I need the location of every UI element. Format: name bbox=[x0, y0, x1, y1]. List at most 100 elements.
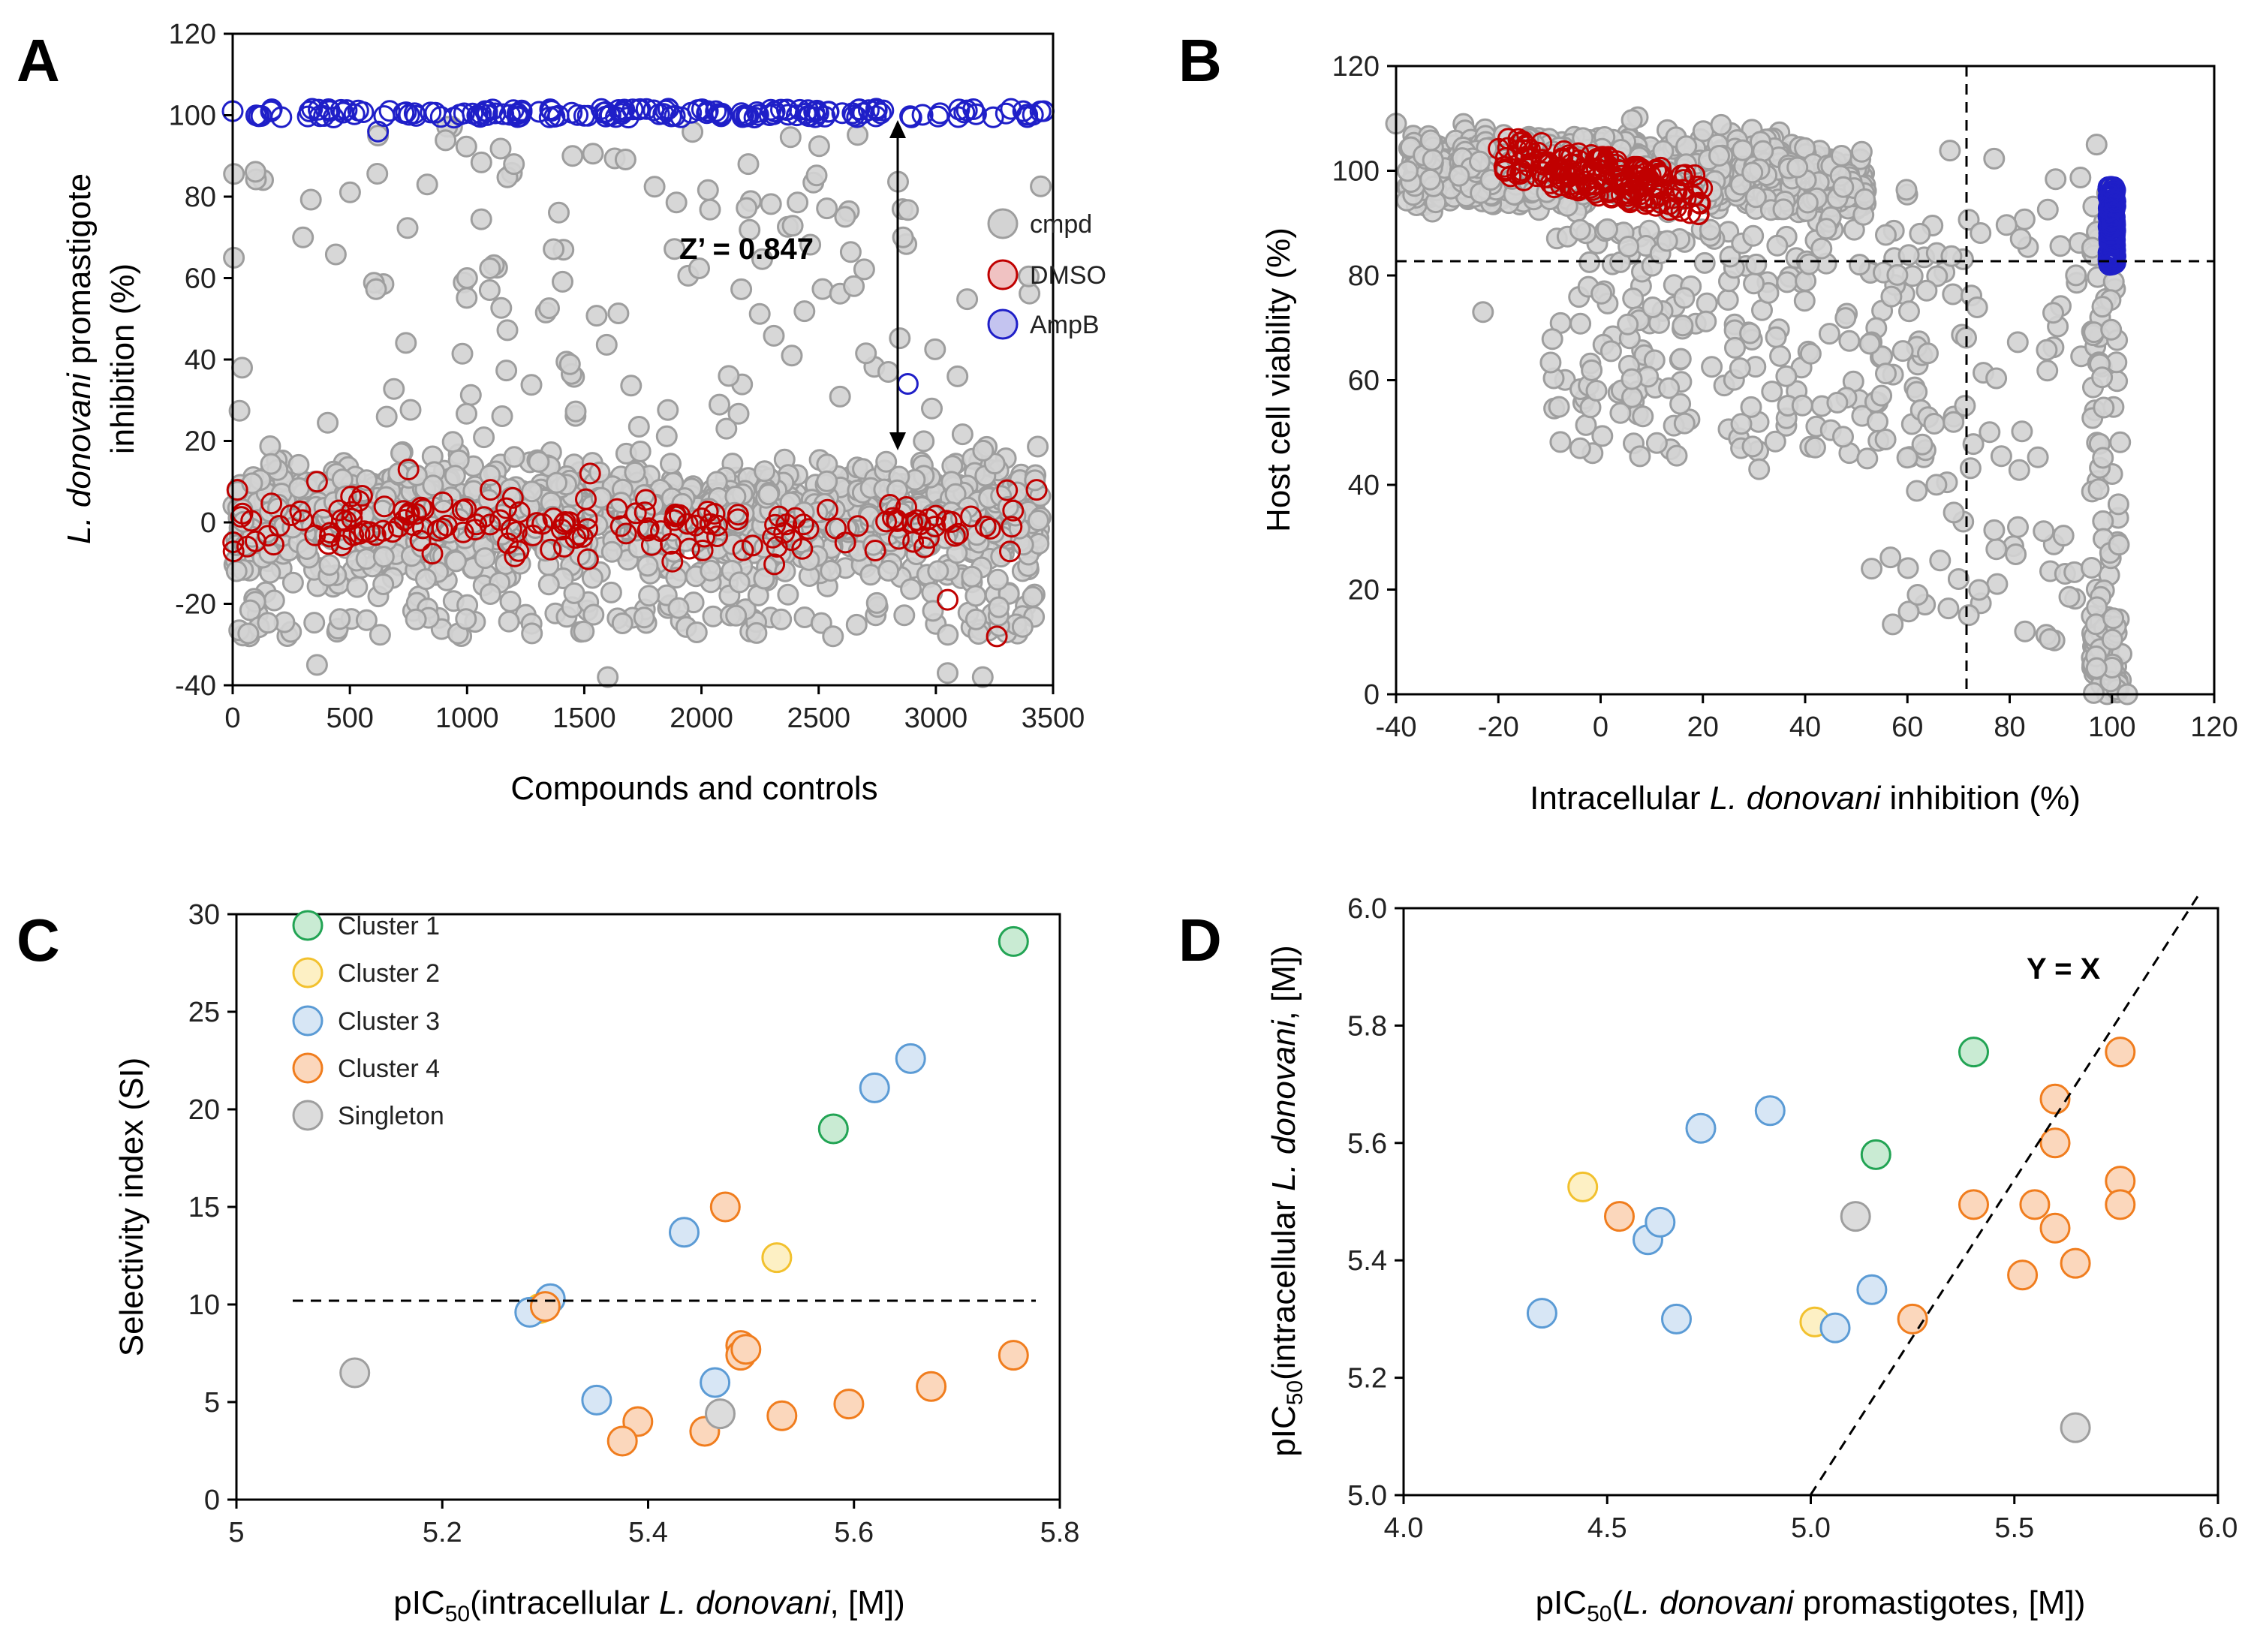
cmpd-point bbox=[1886, 263, 1909, 286]
cmpd-point bbox=[1832, 426, 1854, 448]
cmpd-point bbox=[1617, 313, 1639, 336]
legend-marker-dmso bbox=[987, 259, 1019, 290]
cmpd-point bbox=[843, 275, 865, 297]
ampb-point bbox=[848, 98, 871, 121]
dmso-point bbox=[1001, 516, 1023, 538]
cmpd-point bbox=[1849, 254, 1870, 276]
y-tick-label: 100 bbox=[169, 101, 216, 132]
dmso-point bbox=[676, 513, 699, 535]
dmso-point bbox=[732, 539, 754, 561]
cmpd-point bbox=[2036, 339, 2058, 361]
dmso-point bbox=[465, 513, 488, 536]
cmpd-point bbox=[1575, 414, 1597, 436]
panel-d-x-axis-label: pIC50(L. donovani promastigotes, [M]) bbox=[1536, 1584, 2086, 1626]
cmpd-point bbox=[239, 599, 261, 621]
cmpd-point bbox=[585, 305, 608, 327]
dmso-point bbox=[473, 506, 495, 528]
cmpd-point bbox=[1815, 218, 1837, 240]
cmpd-point bbox=[1983, 147, 2006, 170]
panel-b-x-axis-label: Intracellular L. donovani inhibition (%) bbox=[1530, 780, 2081, 817]
cmpd-point bbox=[470, 208, 492, 230]
cmpd-point bbox=[528, 450, 550, 473]
cmpd-point bbox=[396, 217, 419, 239]
dmso-point bbox=[624, 502, 647, 525]
cmpd-point bbox=[1875, 224, 1897, 246]
cmpd-point bbox=[2042, 302, 2064, 324]
cluster-4-point bbox=[2105, 1037, 2136, 1068]
ampb-point bbox=[2100, 223, 2123, 245]
dmso-point bbox=[1506, 163, 1528, 185]
cmpd-point bbox=[552, 270, 573, 293]
cmpd-point bbox=[1937, 597, 1960, 620]
cmpd-point bbox=[473, 426, 495, 449]
x-tick-label: 5.4 bbox=[628, 1517, 668, 1548]
cmpd-point bbox=[1419, 129, 1442, 152]
cluster-4-point bbox=[2007, 1259, 2039, 1291]
dmso-point bbox=[943, 525, 966, 547]
cluster-4-point bbox=[709, 1191, 741, 1223]
cmpd-point bbox=[1569, 437, 1591, 459]
cmpd-point bbox=[366, 163, 389, 185]
cmpd-point bbox=[700, 559, 722, 582]
cmpd-point bbox=[927, 560, 949, 582]
cmpd-point bbox=[1834, 307, 1857, 329]
ampb-point bbox=[2100, 240, 2123, 263]
y-tick-label: 5.4 bbox=[1347, 1245, 1387, 1277]
ampb-point bbox=[2103, 238, 2126, 260]
cmpd-point bbox=[1911, 433, 1933, 456]
cmpd-point bbox=[2092, 510, 2114, 532]
y-tick-label: 20 bbox=[185, 426, 216, 458]
y-tick-label: 15 bbox=[188, 1192, 220, 1223]
legend-label-cluster-4: Cluster 4 bbox=[338, 1055, 440, 1083]
cmpd-point bbox=[1591, 425, 1614, 447]
cmpd-point bbox=[1724, 336, 1746, 359]
cmpd-point bbox=[937, 624, 959, 646]
cmpd-point bbox=[1669, 348, 1692, 370]
cmpd-point bbox=[1818, 323, 1840, 345]
cmpd-point bbox=[1621, 109, 1643, 131]
cmpd-point bbox=[1776, 271, 1798, 293]
cmpd-point bbox=[1985, 538, 2008, 561]
cmpd-point bbox=[474, 547, 496, 570]
panel-a-y-axis-label-line1: L. donovani promastigote bbox=[61, 173, 98, 544]
panel-b-points bbox=[1385, 106, 2138, 706]
dmso-point bbox=[353, 520, 375, 543]
dmso-point bbox=[1530, 132, 1553, 154]
cmpd-point bbox=[223, 246, 245, 269]
cmpd-point bbox=[2101, 628, 2123, 651]
ampb-point bbox=[696, 102, 718, 125]
panel-c-x-label-part3: (intracellular bbox=[470, 1584, 659, 1621]
dmso-point bbox=[576, 548, 599, 570]
cluster-3-point bbox=[859, 1072, 890, 1103]
dmso-point bbox=[864, 540, 886, 561]
cluster-2-point bbox=[761, 1242, 793, 1274]
cluster-4-point bbox=[766, 1400, 798, 1431]
cmpd-point bbox=[1581, 359, 1603, 381]
panel-a-axes: 0 500 1000 1500 2000 2500 3000 3500 -40 -20 0 20 40 6… bbox=[169, 19, 1085, 734]
cmpd-point bbox=[629, 441, 652, 462]
legend-label-cluster-2: Cluster 2 bbox=[338, 959, 440, 988]
cluster-4-point bbox=[529, 1291, 561, 1323]
cluster-2-point bbox=[1567, 1171, 1599, 1202]
legend-marker-cluster-3 bbox=[292, 1005, 324, 1037]
x-tick-label: 3000 bbox=[904, 703, 968, 734]
x-tick-label: 5 bbox=[228, 1517, 244, 1548]
x-tick-label: 6.0 bbox=[2198, 1512, 2238, 1544]
cmpd-point bbox=[564, 400, 587, 423]
cmpd-point bbox=[799, 233, 822, 256]
x-tick-label: -40 bbox=[1376, 712, 1417, 743]
dmso-point bbox=[1651, 178, 1673, 200]
panel-d-axes: 4.0 4.5 5.0 5.5 6.0 5.0 5.2 5.4 5.6 5.8 6.0 bbox=[1347, 893, 2237, 1544]
cmpd-point bbox=[1622, 287, 1645, 310]
cmpd-point bbox=[543, 238, 565, 260]
y-tick-label: 5 bbox=[204, 1387, 220, 1419]
x-tick-label: 1500 bbox=[552, 703, 616, 734]
dmso-point bbox=[289, 500, 311, 522]
cmpd-point bbox=[1896, 447, 1918, 469]
cmpd-point bbox=[1769, 345, 1792, 367]
cmpd-point bbox=[1895, 179, 1918, 201]
y-tick-label: 5.2 bbox=[1347, 1363, 1387, 1395]
cmpd-point bbox=[667, 597, 690, 619]
panel-a-z-prime-label: Z’ = 0.847 bbox=[679, 233, 814, 266]
